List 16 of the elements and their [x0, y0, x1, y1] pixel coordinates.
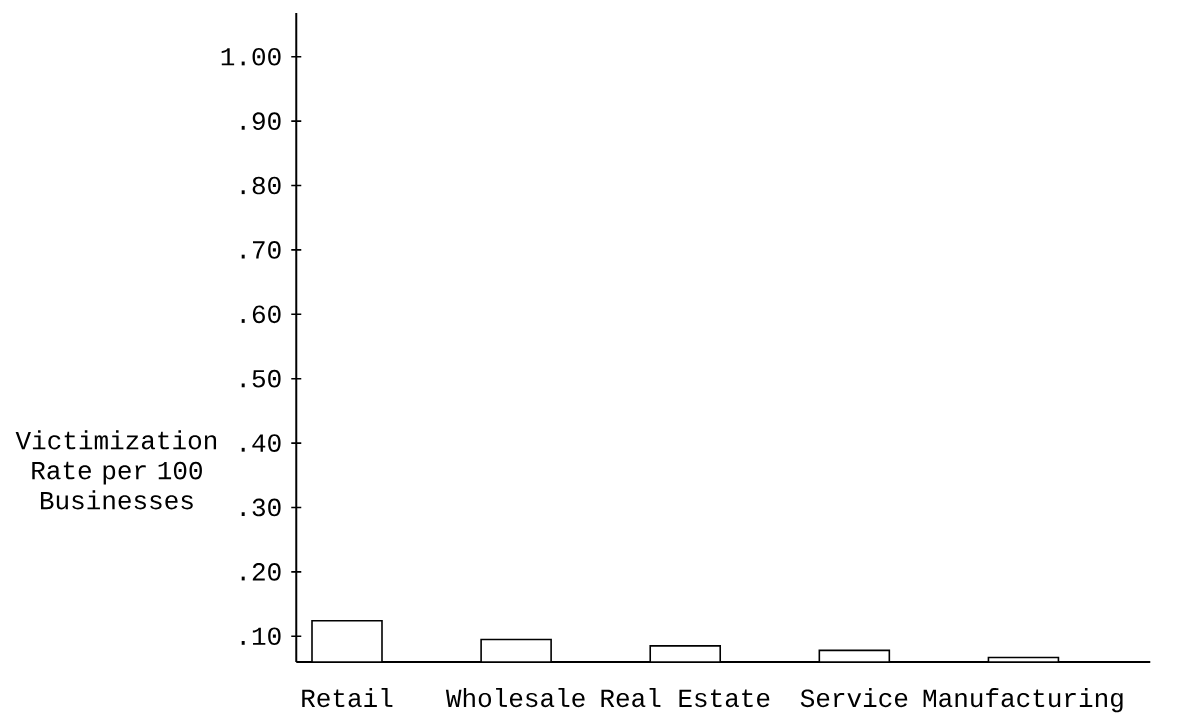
y-tick-label: .20: [241, 563, 281, 581]
x-tick-label: Manufacturing: [923, 688, 1123, 713]
y-tick-label: .10: [241, 627, 281, 646]
y-tick-label: 1.00: [221, 47, 281, 66]
y-tick-label: .30: [241, 498, 281, 517]
x-tick-label: Real Estate: [601, 688, 770, 708]
y-tick-label: .70: [241, 241, 281, 259]
y-tick-label: .80: [241, 176, 281, 195]
y-tick-label: .90: [241, 112, 281, 130]
y-tick-label: .40: [241, 434, 281, 452]
x-tick-label: Retail: [302, 688, 393, 708]
y-axis-title: Victimization Rate per 100 Businesses: [15, 430, 217, 510]
y-tick-label: .60: [241, 305, 281, 324]
x-tick-label: Service: [800, 688, 908, 708]
y-tick-label: .50: [241, 369, 281, 388]
x-tick-label: Wholesale: [445, 688, 585, 708]
